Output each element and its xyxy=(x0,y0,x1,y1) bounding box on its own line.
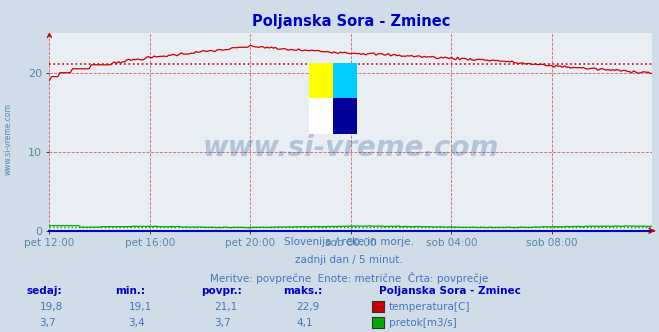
Text: Slovenija / reke in morje.: Slovenija / reke in morje. xyxy=(284,237,415,247)
Text: maks.:: maks.: xyxy=(283,286,323,296)
Text: 3,7: 3,7 xyxy=(214,318,231,328)
FancyBboxPatch shape xyxy=(333,98,357,134)
Text: 22,9: 22,9 xyxy=(297,302,320,312)
Text: min.:: min.: xyxy=(115,286,146,296)
Text: povpr.:: povpr.: xyxy=(201,286,242,296)
Text: sedaj:: sedaj: xyxy=(26,286,62,296)
Text: 3,4: 3,4 xyxy=(129,318,145,328)
Text: 4,1: 4,1 xyxy=(297,318,313,328)
FancyBboxPatch shape xyxy=(308,98,333,134)
Text: 19,1: 19,1 xyxy=(129,302,152,312)
Text: www.si-vreme.com: www.si-vreme.com xyxy=(203,134,499,162)
Title: Poljanska Sora - Zminec: Poljanska Sora - Zminec xyxy=(252,14,450,29)
Text: pretok[m3/s]: pretok[m3/s] xyxy=(389,318,457,328)
FancyBboxPatch shape xyxy=(308,63,333,98)
Text: www.si-vreme.com: www.si-vreme.com xyxy=(3,104,13,175)
Text: 21,1: 21,1 xyxy=(214,302,237,312)
Text: Poljanska Sora - Zminec: Poljanska Sora - Zminec xyxy=(379,286,521,296)
Text: Meritve: povprečne  Enote: metrične  Črta: povprečje: Meritve: povprečne Enote: metrične Črta:… xyxy=(210,272,488,284)
FancyBboxPatch shape xyxy=(333,63,357,98)
Text: temperatura[C]: temperatura[C] xyxy=(389,302,471,312)
Text: 19,8: 19,8 xyxy=(40,302,63,312)
Text: 3,7: 3,7 xyxy=(40,318,56,328)
Text: zadnji dan / 5 minut.: zadnji dan / 5 minut. xyxy=(295,255,403,265)
